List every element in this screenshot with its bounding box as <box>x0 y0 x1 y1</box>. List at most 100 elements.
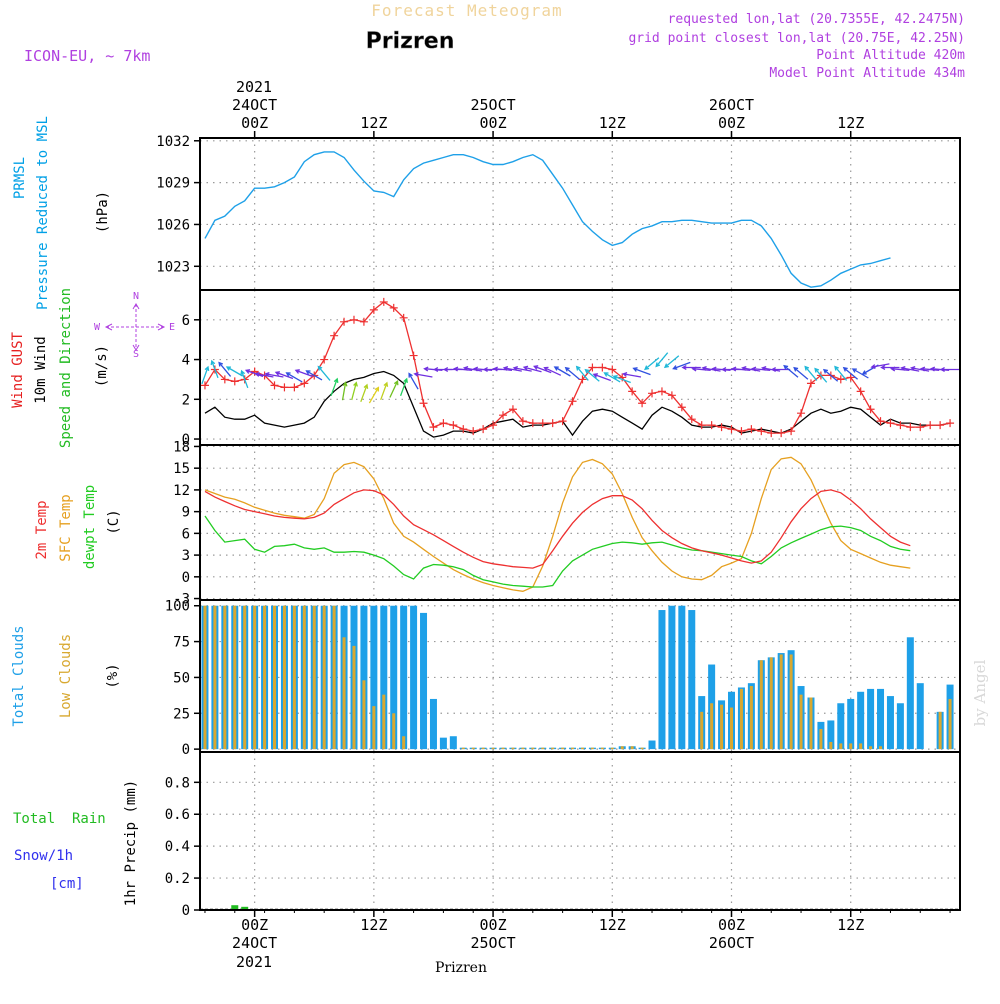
wind-direction-arrow <box>663 355 680 369</box>
total-cloud-bar <box>370 605 378 750</box>
gust-marker <box>300 379 309 388</box>
gust-marker <box>926 421 935 430</box>
wind-direction-arrow <box>317 365 331 381</box>
low-cloud-bar <box>789 654 793 750</box>
low-cloud-bar <box>620 746 624 750</box>
wind-panel-label: Wind GUST 10m Wind Speed and Direction (… <box>10 288 175 448</box>
total-cloud-bar <box>360 605 368 750</box>
bottom-time-label: 12Z <box>360 916 387 934</box>
gust-marker <box>200 381 209 390</box>
wind-direction-arrow <box>564 366 580 380</box>
rain-bar <box>241 906 249 910</box>
t2m-line <box>204 489 911 569</box>
total-cloud-bar <box>916 683 924 750</box>
wind-direction-arrow <box>553 366 571 377</box>
low-cloud-bar <box>332 605 336 750</box>
y-tick-label: 6 <box>182 313 190 329</box>
wind-direction-arrow <box>351 381 358 401</box>
y-tick-label: 4 <box>182 353 190 369</box>
wind-direction-arrow <box>783 364 799 378</box>
y-tick-label: 100 <box>165 599 190 615</box>
wind-direction-arrow <box>691 366 711 372</box>
precip-panel-label: Total Rain Snow/1h [cm] 1hr Precip (mm) <box>13 780 139 906</box>
wind-direction-arrow <box>750 366 771 372</box>
snow-label: Snow/1h <box>14 848 73 864</box>
low-cloud-bar <box>948 698 952 750</box>
grid-point-coords: grid point closest lon,lat (20.75E, 42.2… <box>628 31 965 46</box>
wind-direction-arrow <box>770 367 791 372</box>
wind-direction-arrow <box>244 369 264 378</box>
gust-marker <box>479 425 488 434</box>
total-cloud-bar <box>827 720 835 750</box>
bottom-time-label: 00Z <box>241 916 268 934</box>
total-cloud-bar <box>857 691 865 750</box>
gust-marker <box>399 313 408 322</box>
wind-direction-arrow <box>274 371 294 380</box>
model-altitude: Model Point Altitude 434m <box>769 66 965 81</box>
wind-direction-arrow <box>890 366 910 372</box>
gust-marker <box>220 375 229 384</box>
y-tick-label: 0 <box>182 570 190 586</box>
gust-marker <box>538 419 547 428</box>
gust-marker <box>727 425 736 434</box>
gust-marker <box>856 387 865 396</box>
y-tick-label: -3 <box>173 592 190 608</box>
gust-marker <box>806 379 815 388</box>
wind-direction-arrow <box>672 361 691 370</box>
gust-marker <box>379 297 388 306</box>
low-cloud-bar <box>322 605 326 750</box>
wind-direction-arrow <box>939 367 960 372</box>
clouds-unit: (%) <box>105 663 121 688</box>
low-cloud-bar <box>859 743 863 750</box>
y-tick-label: 0.6 <box>165 807 190 823</box>
wind-direction-arrow <box>225 366 243 377</box>
gust-marker <box>916 423 925 432</box>
gust-marker <box>558 417 567 426</box>
y-tick-label: 50 <box>173 670 190 686</box>
low-cloud-bar <box>253 605 257 750</box>
wind-direction-arrow <box>408 372 419 390</box>
bottom-time-label: 12Z <box>599 916 626 934</box>
low-cloud-bar <box>382 694 386 750</box>
top-time-label: 12Z <box>360 114 387 132</box>
low-cloud-bar <box>779 654 783 750</box>
wind-direction-arrow <box>731 366 751 372</box>
wind-direction-arrow <box>910 365 930 372</box>
location-title: Prizren <box>366 29 455 54</box>
wind-direction-arrow <box>218 361 232 377</box>
low-cloud-bar <box>511 747 515 750</box>
total-cloud-bar <box>390 605 398 750</box>
bottom-time-label: 00Z <box>480 916 507 934</box>
low-cloud-bar <box>551 747 555 750</box>
wind-direction-arrow <box>285 372 303 383</box>
top-date-label: 24OCT <box>232 96 277 114</box>
gust-marker <box>687 415 696 424</box>
requested-coords: requested lon,lat (20.7355E, 42.2475N) <box>668 12 965 27</box>
gust-marker <box>787 427 796 436</box>
low-cloud-bar <box>561 747 565 750</box>
low-cloud-bar <box>769 657 773 750</box>
low-cloud-bar <box>938 711 942 750</box>
low-cloud-bar <box>839 743 843 750</box>
wind-direction-arrow <box>644 357 660 371</box>
total-cloud-bar <box>658 610 666 750</box>
gust-marker <box>846 373 855 382</box>
low-cloud-bar <box>879 746 883 750</box>
wind-direction-arrow <box>533 365 552 374</box>
gust-marker <box>936 421 945 430</box>
total-cloud-bar <box>439 737 447 750</box>
wind-direction-arrow <box>512 365 532 372</box>
top-date-label: 26OCT <box>709 96 754 114</box>
panel-temperature: -3 0 3 6 9 12 15 18 <box>173 439 961 608</box>
low-cloud-bar <box>600 747 604 750</box>
low-cloud-bar <box>829 741 833 750</box>
gust-marker <box>608 365 617 374</box>
pressure-panel-label: PRMSL Pressure Reduced to MSL (hPa) <box>12 116 111 310</box>
wind-direction-arrow <box>655 352 669 368</box>
low-cloud-bar <box>710 703 714 750</box>
low-cloud-bar <box>590 747 594 750</box>
year-label-bottom: 2021 <box>236 953 272 971</box>
low-cloud-bar <box>739 688 743 750</box>
